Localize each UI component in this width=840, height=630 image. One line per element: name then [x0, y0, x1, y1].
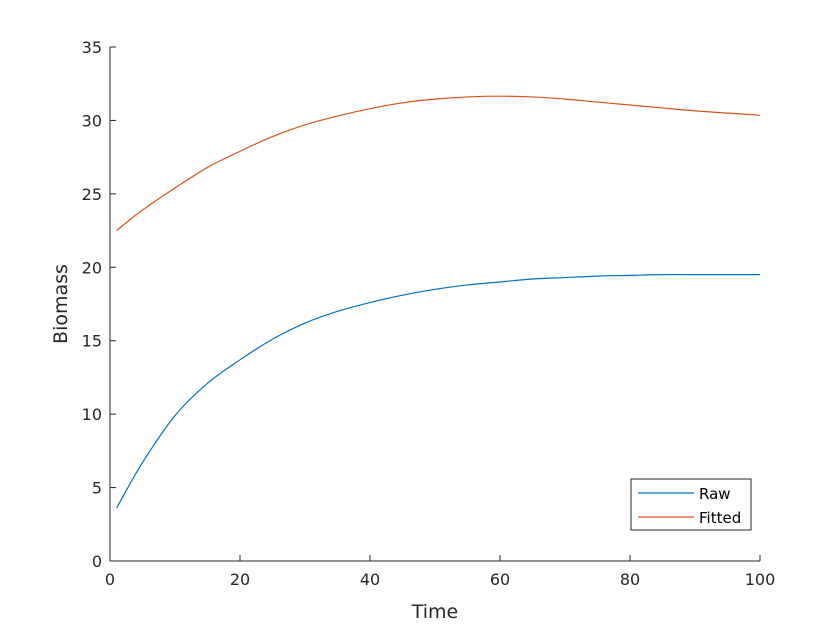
legend: Raw Fitted: [630, 478, 752, 531]
x-tick-label: 20: [230, 570, 250, 589]
y-tick-label: 25: [82, 185, 102, 204]
x-tick-label: 60: [490, 570, 510, 589]
legend-box: [630, 478, 752, 531]
y-tick-label: 15: [82, 332, 102, 351]
x-tick-label: 40: [360, 570, 380, 589]
y-tick-label: 35: [82, 38, 102, 57]
legend-label-fitted: Fitted: [699, 509, 741, 527]
series-line-raw: [115, 273, 760, 509]
legend-label-raw: Raw: [699, 485, 731, 503]
x-tick-label: 0: [105, 570, 115, 589]
x-tick-label: 80: [620, 570, 640, 589]
series-line-fitted: [116, 95, 761, 232]
x-ticks: 0 20 40 60 80 100: [105, 555, 775, 589]
y-axis-label: Biomass: [50, 264, 72, 344]
y-tick-label: 10: [82, 405, 102, 424]
y-ticks: 0 5 10 15 20 25 30 35: [82, 38, 116, 571]
y-tick-label: 0: [92, 552, 102, 571]
y-tick-label: 5: [92, 479, 102, 498]
y-tick-label: 20: [82, 258, 102, 277]
plot-area: [115, 95, 761, 509]
y-tick-label: 30: [82, 111, 102, 130]
x-tick-label: 100: [745, 570, 776, 589]
x-axis-label: Time: [411, 601, 459, 623]
